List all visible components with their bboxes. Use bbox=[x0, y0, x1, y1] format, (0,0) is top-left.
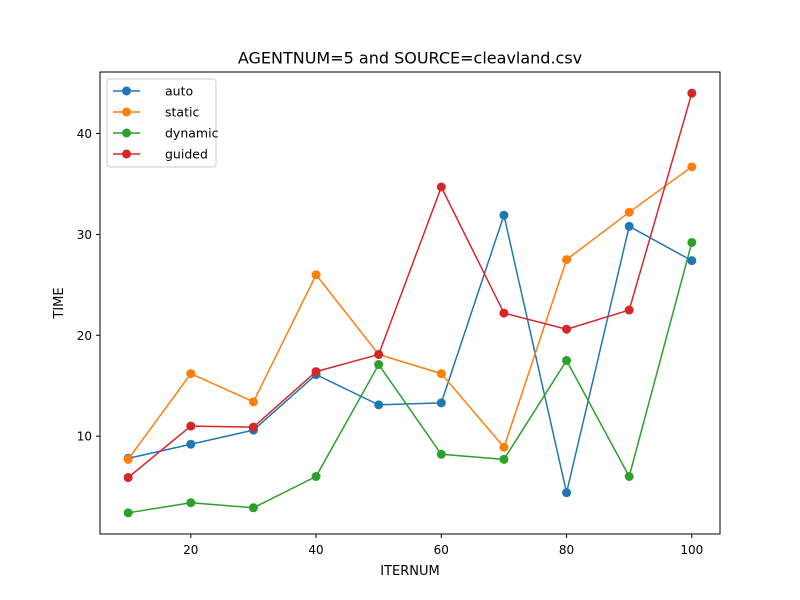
series-line-dynamic bbox=[128, 242, 693, 514]
x-axis-ticks: 20 40 60 80 100 bbox=[183, 534, 703, 557]
y-axis-ticks: 10 20 30 40 bbox=[77, 127, 100, 444]
data-point-guided bbox=[311, 367, 321, 377]
data-point-static bbox=[186, 369, 196, 379]
y-tick-label: 40 bbox=[77, 127, 92, 141]
data-point-static bbox=[562, 255, 572, 265]
data-point-guided bbox=[186, 421, 196, 431]
x-tick-label: 80 bbox=[559, 543, 574, 557]
legend-item-auto: auto bbox=[113, 84, 193, 99]
data-point-dynamic bbox=[687, 237, 697, 247]
legend: auto static dynamic guided bbox=[106, 78, 219, 168]
data-point-guided bbox=[123, 473, 133, 483]
legend-box bbox=[106, 78, 217, 168]
data-point-dynamic bbox=[186, 498, 196, 508]
data-point-guided bbox=[624, 305, 634, 315]
legend-item-dynamic: dynamic bbox=[113, 126, 219, 141]
y-tick-label: 30 bbox=[77, 228, 92, 242]
chart-title: AGENTNUM=5 and SOURCE=cleavland.csv bbox=[238, 49, 582, 68]
legend-swatch-marker bbox=[122, 86, 131, 96]
data-point-guided bbox=[436, 182, 446, 192]
series-line-guided bbox=[127, 92, 693, 479]
data-point-dynamic bbox=[374, 360, 384, 370]
data-point-guided bbox=[499, 308, 509, 318]
data-point-dynamic bbox=[311, 472, 321, 481]
data-point-auto bbox=[186, 439, 196, 449]
series-guided bbox=[123, 88, 697, 483]
data-point-auto bbox=[436, 398, 446, 408]
legend-swatch-marker bbox=[122, 149, 131, 159]
data-point-static bbox=[311, 270, 321, 280]
data-point-auto bbox=[562, 488, 572, 498]
y-tick-label: 20 bbox=[77, 329, 92, 343]
x-tick-label: 100 bbox=[680, 543, 703, 557]
legend-label: auto bbox=[165, 84, 193, 99]
legend-label: guided bbox=[165, 147, 208, 162]
data-point-dynamic bbox=[248, 503, 258, 513]
data-point-dynamic bbox=[499, 454, 509, 464]
y-axis-label: TIME bbox=[52, 287, 67, 319]
x-tick-label: 40 bbox=[308, 543, 323, 557]
x-tick-label: 60 bbox=[434, 543, 449, 557]
legend-item-static: static bbox=[113, 105, 199, 120]
data-point-auto bbox=[624, 221, 634, 231]
data-point-static bbox=[687, 162, 697, 172]
data-point-dynamic bbox=[562, 356, 572, 365]
legend-swatch-marker bbox=[122, 128, 131, 138]
data-point-dynamic bbox=[624, 472, 634, 481]
data-point-dynamic bbox=[123, 508, 133, 518]
data-point-auto bbox=[687, 256, 697, 266]
series-line-auto bbox=[128, 214, 693, 494]
legend-label: static bbox=[165, 105, 199, 120]
legend-label: dynamic bbox=[165, 126, 219, 141]
data-point-static bbox=[123, 454, 133, 464]
series-dynamic bbox=[123, 237, 697, 518]
data-point-auto bbox=[374, 400, 384, 410]
data-point-static bbox=[248, 397, 258, 407]
x-axis-label: ITERNUM bbox=[380, 564, 439, 579]
data-point-static bbox=[624, 207, 634, 217]
data-point-static bbox=[436, 369, 446, 379]
series-line-static bbox=[127, 166, 693, 460]
data-point-auto bbox=[499, 210, 509, 220]
y-tick-label: 10 bbox=[77, 430, 92, 444]
data-point-static bbox=[499, 442, 509, 452]
data-point-dynamic bbox=[436, 449, 446, 459]
x-tick-label: 20 bbox=[183, 543, 198, 557]
data-point-guided bbox=[248, 422, 258, 432]
plot-frame bbox=[99, 71, 721, 535]
legend-swatch-marker bbox=[122, 107, 131, 117]
data-point-guided bbox=[374, 349, 384, 359]
data-point-guided bbox=[687, 88, 697, 98]
data-point-guided bbox=[562, 324, 572, 334]
legend-item-guided: guided bbox=[113, 147, 208, 162]
plot-area bbox=[123, 88, 697, 518]
